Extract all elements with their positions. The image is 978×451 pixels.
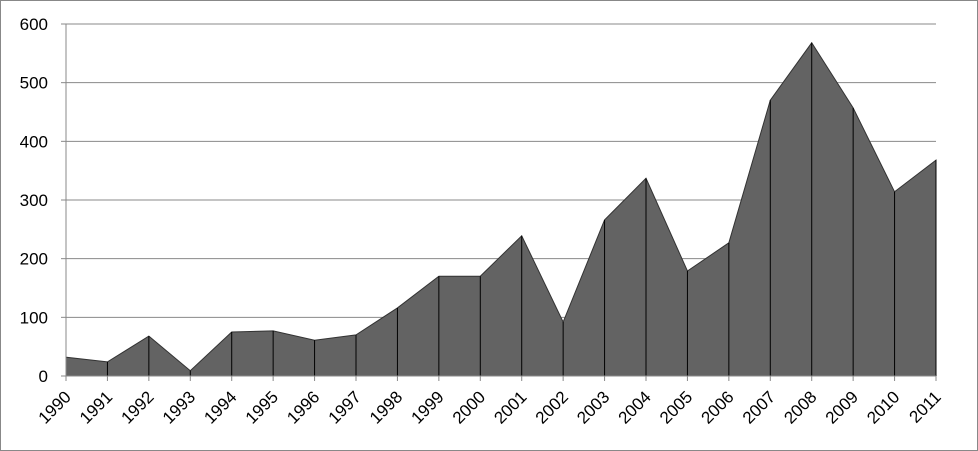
y-tick-label: 0 bbox=[39, 367, 48, 386]
y-tick-label: 500 bbox=[20, 74, 48, 93]
y-tick-label: 300 bbox=[20, 191, 48, 210]
y-tick-label: 200 bbox=[20, 250, 48, 269]
y-tick-label: 400 bbox=[20, 132, 48, 151]
y-tick-label: 600 bbox=[20, 15, 48, 34]
y-tick-label: 100 bbox=[20, 308, 48, 327]
